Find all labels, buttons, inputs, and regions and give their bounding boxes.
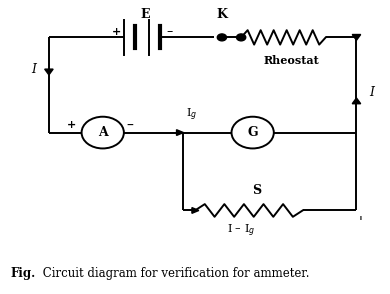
Text: Fig.: Fig. <box>11 268 36 280</box>
Polygon shape <box>177 130 183 136</box>
Text: +: + <box>112 27 121 37</box>
Text: I: I <box>369 86 374 99</box>
Text: S: S <box>252 184 261 197</box>
Text: Circuit diagram for verification for ammeter.: Circuit diagram for verification for amm… <box>39 268 310 280</box>
Text: I – I$_g$: I – I$_g$ <box>227 223 255 239</box>
Text: I: I <box>31 63 36 76</box>
Circle shape <box>236 34 246 41</box>
Text: E: E <box>140 8 150 21</box>
Text: A: A <box>98 126 108 139</box>
Text: G: G <box>247 126 258 139</box>
Text: ': ' <box>358 215 362 229</box>
Polygon shape <box>45 69 53 75</box>
Text: I$_g$: I$_g$ <box>186 107 197 123</box>
Polygon shape <box>352 34 361 40</box>
Polygon shape <box>192 208 199 213</box>
Text: K: K <box>216 8 227 21</box>
Text: Rheostat: Rheostat <box>263 55 319 66</box>
Circle shape <box>217 34 227 41</box>
Text: +: + <box>67 120 76 130</box>
Polygon shape <box>352 98 361 104</box>
Text: –: – <box>126 118 133 132</box>
Text: –: – <box>167 25 173 38</box>
